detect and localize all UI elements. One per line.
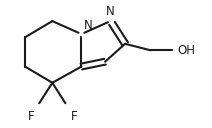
Text: F: F	[28, 110, 34, 123]
Text: N: N	[84, 19, 93, 32]
Text: OH: OH	[178, 44, 196, 57]
Text: N: N	[106, 5, 115, 18]
Text: F: F	[71, 110, 77, 123]
